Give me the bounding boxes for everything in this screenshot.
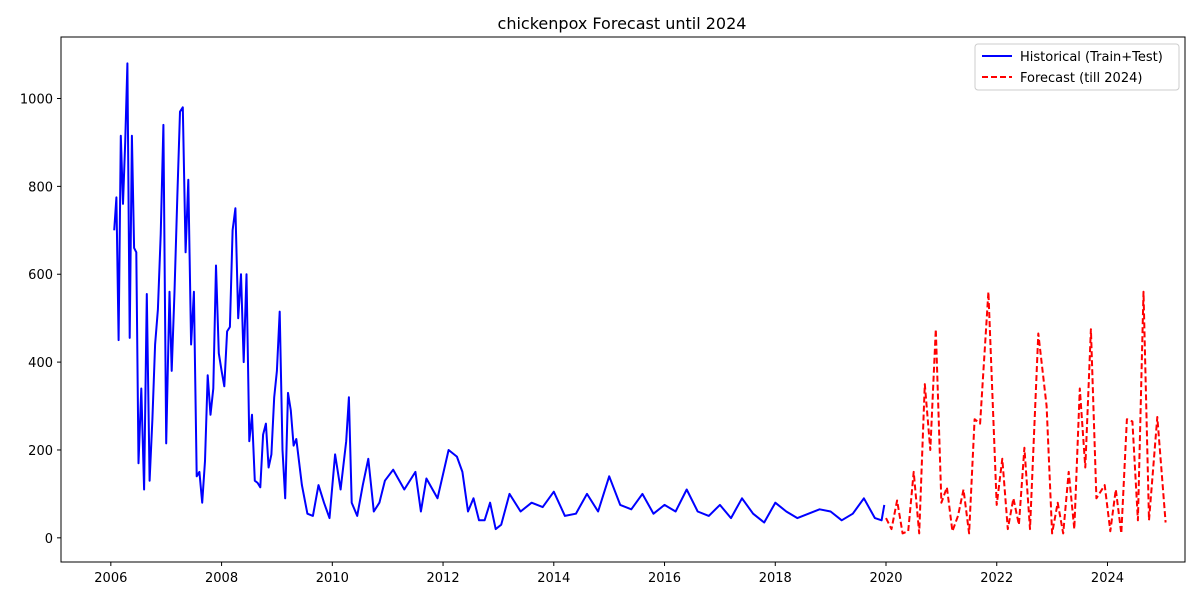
x-tick-label: 2012 [427,571,460,586]
x-tick-label: 2016 [648,571,681,586]
x-tick-label: 2024 [1091,571,1124,586]
x-tick-label: 2022 [980,571,1013,586]
x-axis: 2006 2008 2010 2012 2014 2016 2018 2020 2022 2024 [94,562,1124,586]
x-tick-label: 2018 [759,571,792,586]
legend-label-historical: Historical (Train+Test) [1020,50,1163,65]
x-tick-label: 2014 [537,571,570,586]
y-tick-label: 0 [45,532,53,547]
series-line-historical [113,62,886,531]
y-tick-label: 1000 [20,93,53,108]
legend-box [974,43,1180,91]
x-tick-label: 2020 [869,571,902,586]
x-tick-label: 2008 [205,571,238,586]
y-tick-label: 600 [28,268,53,283]
y-tick-label: 400 [28,356,53,371]
y-tick-label: 800 [28,180,53,195]
x-tick-label: 2006 [94,571,127,586]
legend: Historical (Train+Test) Forecast (till 2… [974,43,1180,91]
legend-label-forecast: Forecast (till 2024) [1020,71,1142,86]
y-axis: 0 200 400 600 800 1000 [20,93,61,547]
plot-lines [113,62,1167,535]
plot-frame [60,36,1186,563]
chart-title: chickenpox Forecast until 2024 [498,14,747,33]
x-tick-label: 2010 [316,571,349,586]
series-line-forecast [885,290,1167,535]
y-tick-label: 200 [28,444,53,459]
